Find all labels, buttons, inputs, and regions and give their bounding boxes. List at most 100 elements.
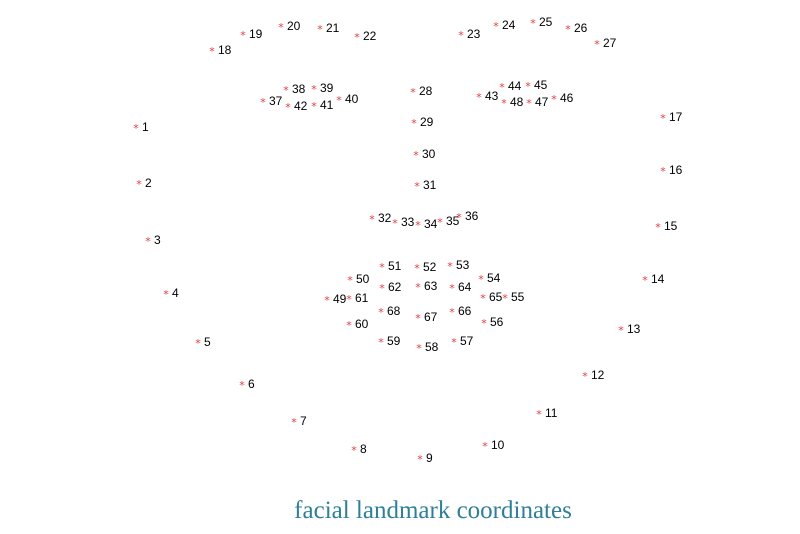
landmark-point: * 15: [655, 219, 677, 234]
landmark-point: * 64: [449, 280, 471, 295]
landmark-point: * 40: [336, 92, 358, 107]
landmark-label: 47: [535, 95, 549, 109]
landmark-point: * 7: [291, 414, 307, 429]
landmark-point: * 57: [451, 334, 473, 349]
landmark-point: * 51: [379, 259, 401, 274]
landmark-marker: *: [240, 29, 246, 42]
landmark-label: 64: [458, 280, 472, 294]
landmark-label: 39: [320, 81, 334, 95]
landmark-label: 9: [426, 451, 433, 465]
landmark-label: 24: [502, 18, 516, 32]
landmark-point: * 19: [240, 27, 262, 42]
landmark-point: * 41: [311, 98, 333, 113]
landmark-marker: *: [551, 93, 557, 106]
landmark-label: 49: [333, 292, 347, 306]
landmark-marker: *: [417, 453, 423, 466]
landmark-point: * 59: [378, 334, 400, 349]
landmark-label: 10: [491, 438, 505, 452]
landmark-label: 54: [487, 271, 501, 285]
landmark-point: * 17: [660, 110, 682, 125]
landmark-point: * 42: [285, 99, 307, 114]
landmark-label: 62: [388, 280, 402, 294]
landmark-marker: *: [416, 342, 422, 355]
landmark-point: * 55: [502, 290, 524, 305]
landmark-marker: *: [582, 370, 588, 383]
diagram-caption: facial landmark coordinates: [294, 497, 572, 524]
landmark-point: * 52: [414, 260, 436, 275]
landmark-point: * 31: [414, 178, 436, 193]
landmark-point: * 9: [417, 451, 433, 466]
landmark-marker: *: [136, 178, 142, 191]
landmark-label: 68: [387, 304, 401, 318]
landmark-label: 18: [218, 43, 232, 57]
landmark-marker: *: [324, 294, 330, 307]
landmark-marker: *: [530, 17, 536, 30]
landmark-marker: *: [415, 219, 421, 232]
landmark-marker: *: [618, 324, 624, 337]
landmark-label: 51: [388, 259, 402, 273]
landmark-label: 56: [490, 315, 504, 329]
landmark-marker: *: [642, 274, 648, 287]
landmark-label: 41: [320, 98, 334, 112]
landmark-label: 57: [460, 334, 474, 348]
landmark-label: 66: [458, 304, 472, 318]
landmark-marker: *: [415, 312, 421, 325]
landmark-label: 63: [424, 279, 438, 293]
landmark-label: 44: [508, 79, 522, 93]
landmark-point: * 29: [411, 115, 433, 130]
landmark-point: * 6: [239, 377, 255, 392]
landmark-marker: *: [369, 213, 375, 226]
landmark-marker: *: [660, 165, 666, 178]
landmark-marker: *: [655, 221, 661, 234]
landmark-point: * 49: [324, 292, 346, 307]
landmark-label: 12: [591, 368, 605, 382]
landmark-point: * 11: [536, 406, 558, 421]
landmark-marker: *: [660, 112, 666, 125]
landmark-point: * 14: [642, 272, 664, 287]
landmark-marker: *: [145, 235, 151, 248]
landmark-points: * 1* 2* 3* 4* 5* 6* 7* 8* 9* 10* 11* 12* 13* 14* 15* 16*…: [133, 15, 682, 466]
landmark-marker: *: [378, 336, 384, 349]
landmark-point: * 37: [260, 94, 282, 109]
landmark-marker: *: [133, 122, 139, 135]
landmark-marker: *: [414, 180, 420, 193]
landmark-marker: *: [410, 86, 416, 99]
landmark-marker: *: [415, 281, 421, 294]
landmark-point: * 25: [530, 15, 552, 30]
landmark-point: * 36: [456, 209, 478, 224]
landmark-label: 48: [510, 95, 524, 109]
landmark-label: 21: [326, 21, 340, 35]
landmark-point: * 47: [526, 95, 548, 110]
landmark-label: 19: [249, 27, 263, 41]
landmark-marker: *: [285, 101, 291, 114]
landmark-marker: *: [447, 260, 453, 273]
landmark-label: 5: [204, 335, 211, 349]
landmark-marker: *: [449, 306, 455, 319]
landmark-point: * 5: [195, 335, 211, 350]
landmark-marker: *: [163, 288, 169, 301]
landmark-point: * 67: [415, 310, 437, 325]
landmark-marker: *: [291, 416, 297, 429]
landmark-point: * 66: [449, 304, 471, 319]
landmark-label: 26: [574, 21, 588, 35]
landmark-point: * 60: [346, 317, 368, 332]
landmark-label: 11: [545, 406, 558, 420]
landmark-marker: *: [525, 80, 531, 93]
landmark-label: 28: [419, 84, 433, 98]
landmark-point: * 23: [458, 27, 480, 42]
landmark-marker: *: [502, 292, 508, 305]
landmark-point: * 10: [482, 438, 504, 453]
landmark-point: * 58: [416, 340, 438, 355]
landmark-point: * 44: [499, 79, 521, 94]
landmark-label: 55: [511, 290, 525, 304]
landmark-point: * 4: [163, 286, 179, 301]
landmark-label: 22: [363, 29, 377, 43]
landmark-label: 7: [300, 414, 307, 428]
landmark-point: * 33: [392, 215, 414, 230]
landmark-marker: *: [411, 117, 417, 130]
landmark-marker: *: [493, 20, 499, 33]
landmark-point: * 28: [410, 84, 432, 99]
landmark-marker: *: [437, 216, 443, 229]
landmark-marker: *: [456, 211, 462, 224]
landmark-label: 50: [356, 272, 370, 286]
